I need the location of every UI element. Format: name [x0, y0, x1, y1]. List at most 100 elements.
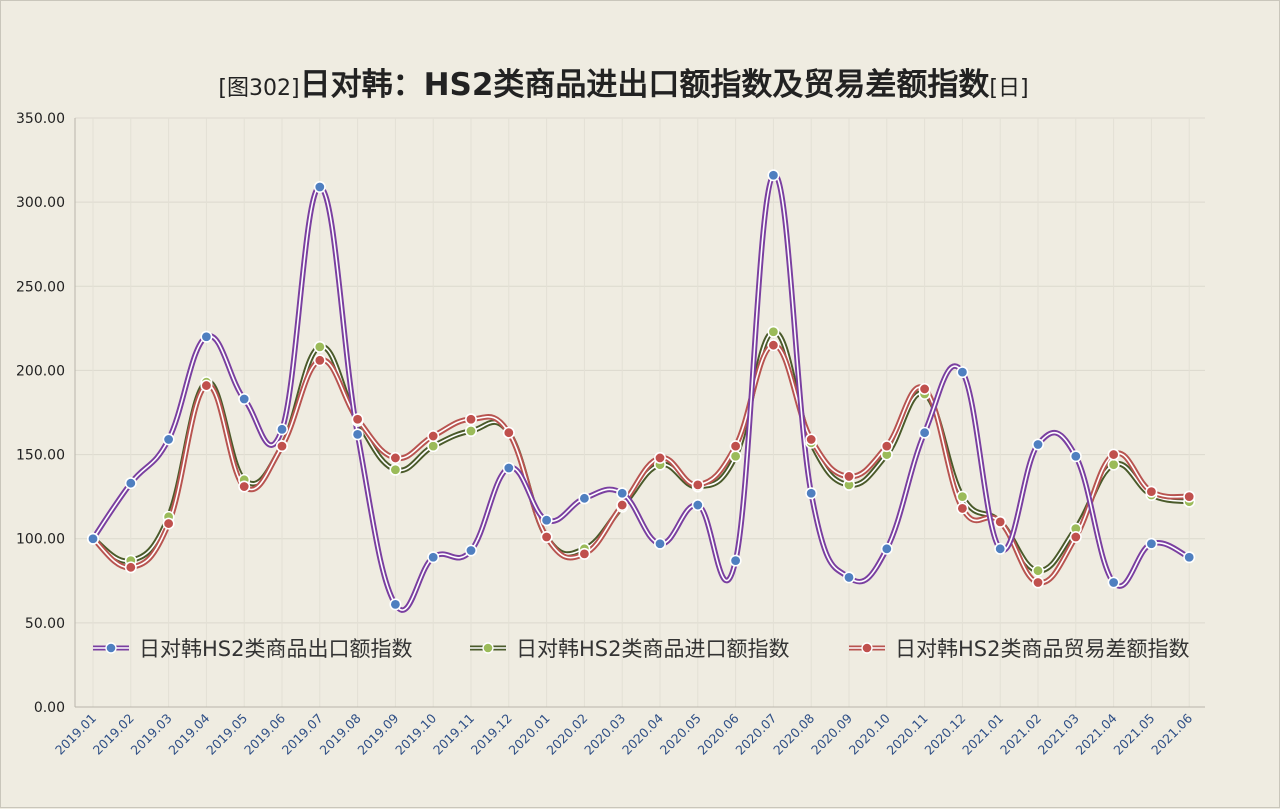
data-point — [351, 413, 364, 426]
data-point — [427, 440, 440, 453]
data-point — [805, 433, 818, 446]
data-point — [691, 478, 704, 491]
data-point — [578, 547, 591, 560]
data-point — [1183, 551, 1196, 564]
series-1 — [91, 328, 1190, 574]
data-point — [200, 379, 213, 392]
data-point — [616, 499, 629, 512]
data-point — [729, 440, 742, 453]
series-line — [91, 342, 1190, 586]
data-point — [427, 430, 440, 443]
data-point — [994, 542, 1007, 555]
legend-swatch-balance — [849, 642, 885, 654]
data-point — [464, 413, 477, 426]
data-point — [1107, 458, 1120, 471]
data-point — [1032, 438, 1045, 451]
series-points-0 — [87, 169, 1196, 611]
data-point — [918, 426, 931, 439]
data-point — [956, 490, 969, 503]
data-point — [87, 532, 100, 545]
legend-label-export: 日对韩HS2类商品出口额指数 — [139, 637, 413, 661]
legend-label-import: 日对韩HS2类商品进口额指数 — [516, 637, 790, 661]
data-point — [1183, 490, 1196, 503]
data-point — [464, 425, 477, 438]
legend-swatch-export — [93, 642, 129, 654]
data-point — [162, 433, 175, 446]
data-point — [1107, 576, 1120, 589]
data-point — [200, 330, 213, 343]
data-point — [842, 571, 855, 584]
legend-item-export: 日对韩HS2类商品出口额指数 — [91, 633, 412, 663]
legend-item-import: 日对韩HS2类商品进口额指数 — [468, 633, 789, 663]
data-point — [767, 325, 780, 338]
legend-label-balance: 日对韩HS2类商品贸易差额指数 — [895, 637, 1190, 661]
data-point — [691, 499, 704, 512]
y-tick-label: 150.00 — [16, 448, 65, 464]
title-suffix: [日] — [989, 76, 1029, 101]
legend-swatch-import — [470, 642, 506, 654]
data-point — [805, 487, 818, 500]
data-point — [313, 340, 326, 353]
data-point — [275, 423, 288, 436]
data-point — [653, 451, 666, 464]
data-point — [1069, 531, 1082, 544]
grid — [75, 117, 1205, 708]
data-point — [389, 451, 402, 464]
data-point — [578, 492, 591, 505]
series-line — [91, 328, 1190, 574]
title-main: 日对韩：HS2类商品进出口额指数及贸易差额指数 — [299, 67, 990, 103]
title-prefix: [图302] — [218, 76, 300, 101]
series-line-highlight — [92, 344, 1190, 584]
data-point — [880, 440, 893, 453]
data-point — [956, 366, 969, 379]
data-point — [313, 180, 326, 193]
legend-item-balance: 日对韩HS2类商品贸易差额指数 — [847, 633, 1189, 663]
data-point — [1145, 485, 1158, 498]
y-tick-label: 50.00 — [25, 616, 65, 632]
y-tick-label: 100.00 — [16, 532, 65, 548]
data-point — [956, 502, 969, 515]
data-point — [238, 393, 251, 406]
data-point — [1107, 448, 1120, 461]
data-point — [918, 382, 931, 395]
data-point — [540, 531, 553, 544]
data-point — [1032, 564, 1045, 577]
data-point — [502, 426, 515, 439]
data-point — [994, 515, 1007, 528]
data-point — [389, 598, 402, 611]
y-tick-label: 0.00 — [34, 700, 65, 716]
data-point — [842, 470, 855, 483]
y-tick-label: 250.00 — [16, 279, 65, 295]
data-point — [464, 544, 477, 557]
series-points-2 — [87, 339, 1196, 589]
data-point — [1032, 576, 1045, 589]
x-tick-label: 2021.06 — [1148, 710, 1195, 757]
data-point — [767, 169, 780, 182]
data-point — [767, 339, 780, 352]
y-tick-label: 200.00 — [16, 363, 65, 379]
data-point — [124, 477, 137, 490]
series-line-highlight — [92, 174, 1190, 611]
y-tick-label: 350.00 — [16, 111, 65, 127]
data-point — [313, 354, 326, 367]
data-point — [389, 463, 402, 476]
data-point — [616, 487, 629, 500]
data-point — [729, 554, 742, 567]
data-point — [275, 440, 288, 453]
data-point — [1069, 450, 1082, 463]
data-point — [1145, 537, 1158, 550]
series-line-highlight — [92, 330, 1190, 572]
chart-title: [图302]日对韩：HS2类商品进出口额指数及贸易差额指数[日] — [1, 59, 1246, 104]
data-point — [880, 542, 893, 555]
data-point — [124, 561, 137, 574]
data-point — [653, 537, 666, 550]
data-point — [427, 551, 440, 564]
data-point — [238, 480, 251, 493]
data-point — [540, 514, 553, 527]
data-point — [162, 517, 175, 530]
y-tick-label: 300.00 — [16, 195, 65, 211]
data-point — [502, 462, 515, 475]
data-point — [351, 428, 364, 441]
